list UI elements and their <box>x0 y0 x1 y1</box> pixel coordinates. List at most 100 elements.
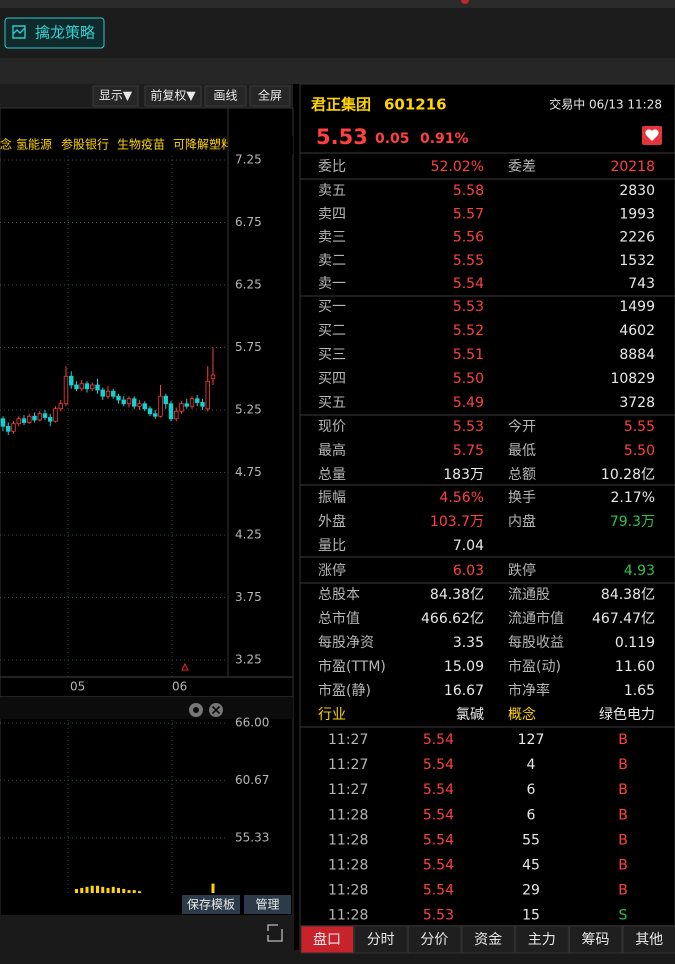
tab[interactable] <box>622 925 675 954</box>
weibi-value: 20218 <box>610 159 655 175</box>
toolbar-label[interactable]: 全屏 <box>258 88 282 103</box>
close-icon-cross <box>211 705 221 715</box>
stat-value: 11.60 <box>615 659 655 675</box>
tab-label[interactable]: 主力 <box>528 932 556 948</box>
candle-body <box>158 395 163 417</box>
tab[interactable] <box>569 925 623 954</box>
tab-label[interactable]: 盘口 <box>313 931 341 948</box>
ask-price: 5.58 <box>453 183 484 199</box>
stat-label: 外盘 <box>318 513 346 530</box>
stat-value: 1.65 <box>624 683 655 699</box>
bid-label: 买三 <box>318 347 346 363</box>
stat-label: 市盈(TTM) <box>318 658 386 675</box>
trade-volume: 127 <box>518 732 545 748</box>
candle-body <box>111 390 116 397</box>
stat-label: 现价 <box>318 419 346 435</box>
candle-body <box>32 415 37 421</box>
trade-volume: 15 <box>522 908 540 924</box>
tab[interactable] <box>407 925 462 954</box>
candle-body <box>137 403 142 407</box>
industry-label: 行业 <box>318 707 346 723</box>
stat-label: 流通股 <box>508 587 550 603</box>
candle-body <box>153 413 158 417</box>
concept-tag: 氢能源 <box>16 137 52 152</box>
ask-volume: 2830 <box>619 183 655 199</box>
trade-volume: 6 <box>527 807 536 823</box>
y-tick-label: 5.25 <box>235 403 262 417</box>
stat-value: 5.75 <box>453 443 484 459</box>
panel-button[interactable] <box>182 895 240 914</box>
candle-body <box>74 384 79 390</box>
stat-label: 今开 <box>508 419 536 435</box>
candle-body <box>142 403 147 410</box>
panel-button[interactable] <box>244 895 291 914</box>
tab-label[interactable]: 其他 <box>635 932 663 948</box>
toolbar-button[interactable] <box>204 85 247 107</box>
tab[interactable] <box>515 925 569 954</box>
indicator-bar <box>122 889 126 893</box>
y-tick-label: 3.25 <box>235 653 262 667</box>
candle-body <box>100 389 105 397</box>
strategy-button[interactable] <box>4 17 105 49</box>
candle-body <box>37 413 42 421</box>
tab-label[interactable]: 分价 <box>420 932 448 948</box>
y-tick-label: 55.33 <box>235 831 269 845</box>
candle-body <box>147 408 153 415</box>
stat-label: 最低 <box>508 443 536 459</box>
tab-label[interactable]: 分时 <box>367 932 395 948</box>
stat-value: 103.7万 <box>430 514 484 530</box>
toolbar-label[interactable]: 前复权▼ <box>150 88 196 103</box>
candle-body <box>79 383 84 390</box>
stat-value: 467.47亿 <box>592 611 655 627</box>
industry-value: 氯碱 <box>456 707 484 723</box>
stat-label: 市盈(静) <box>318 682 371 699</box>
trade-status: 交易中 06/13 11:28 <box>549 97 662 112</box>
tab[interactable] <box>461 925 516 954</box>
export-icon[interactable] <box>267 924 283 942</box>
toolbar-button[interactable] <box>144 85 202 107</box>
trade-time: 11:27 <box>328 757 368 773</box>
panel-button-label[interactable]: 管理 <box>255 897 279 912</box>
toolbar-button[interactable] <box>249 85 291 107</box>
strategy-icon <box>12 25 26 39</box>
stat-value: 2.17% <box>611 490 655 506</box>
indicator-bar <box>80 887 84 893</box>
ask-price: 5.57 <box>453 206 484 222</box>
trade-price: 5.54 <box>423 858 454 874</box>
ask-volume: 1532 <box>619 253 655 269</box>
tab-label[interactable]: 筹码 <box>582 931 610 948</box>
ask-volume: 2226 <box>619 230 655 246</box>
stat-value: 5.55 <box>624 419 655 435</box>
panel-button-label[interactable]: 保存模板 <box>187 898 235 912</box>
trade-price: 5.53 <box>423 908 454 924</box>
ask-volume: 743 <box>628 276 655 292</box>
stat-value: 5.50 <box>624 443 655 459</box>
price-change-pct: 0.91% <box>420 131 469 147</box>
ask-label: 卖三 <box>318 230 346 246</box>
indicator-bar <box>211 883 215 893</box>
y-tick-label: 3.75 <box>235 590 262 604</box>
toolbar-label[interactable]: 显示▼ <box>99 89 133 103</box>
candle-body <box>200 402 205 407</box>
trade-volume: 45 <box>522 858 540 874</box>
candle-body <box>95 384 100 391</box>
tab[interactable] <box>354 925 408 954</box>
trade-price: 5.54 <box>423 832 454 848</box>
strategy-label[interactable]: 擒龙策略 <box>35 24 95 42</box>
candle-body <box>48 417 53 422</box>
toolbar-label[interactable]: 画线 <box>213 89 237 103</box>
candle-body <box>11 423 16 432</box>
stat-label: 振幅 <box>318 490 346 506</box>
tab[interactable] <box>300 925 354 954</box>
marker <box>181 662 189 671</box>
tab-label[interactable]: 资金 <box>474 932 502 948</box>
candle-body <box>42 413 48 418</box>
stat-value: 15.09 <box>444 659 484 675</box>
stock-code: 601216 <box>384 96 447 114</box>
y-tick-label: 60.67 <box>235 773 269 787</box>
trade-side: S <box>619 908 628 924</box>
indicator-bar <box>96 885 99 893</box>
toolbar-button[interactable] <box>92 85 139 107</box>
